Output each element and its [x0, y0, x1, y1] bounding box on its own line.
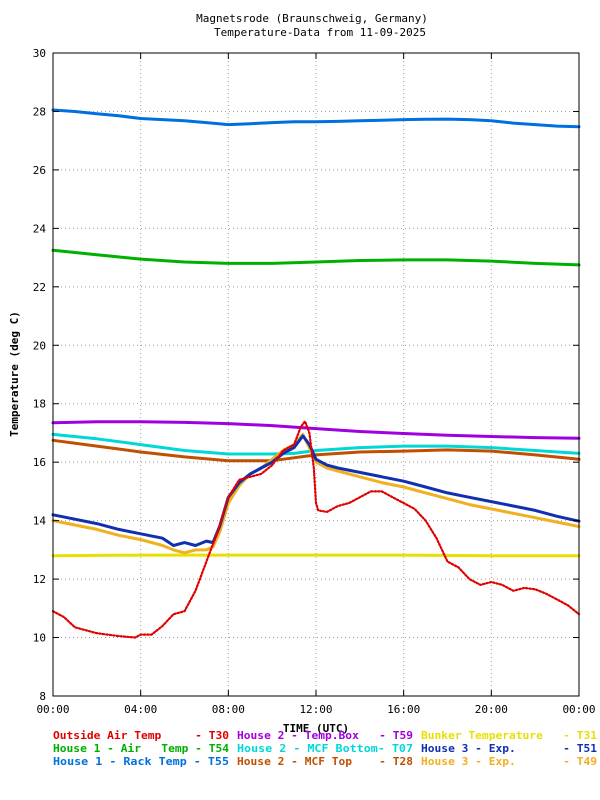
- chart-subtitle: Temperature-Data from 11-09-2025: [214, 26, 426, 39]
- y-axis-ticks: 8 10 12 14 16 18 20 22 24 26 28 30: [33, 47, 579, 703]
- legend-entry: Outside Air Temp - T30: [53, 729, 229, 742]
- x-tick-label: 08:00: [212, 703, 245, 716]
- legend: Outside Air Temp - T30 House 2 - Temp.Box…: [53, 729, 597, 768]
- y-tick-label: 20: [33, 339, 46, 352]
- y-tick-label: 8: [39, 690, 46, 703]
- y-tick-label: 30: [33, 47, 46, 60]
- legend-entry: House 1 - Rack Temp - T55: [53, 755, 229, 768]
- y-tick-label: 28: [33, 105, 46, 118]
- x-tick-label: 20:00: [475, 703, 508, 716]
- x-axis-label: TIME (UTC): [283, 722, 349, 735]
- x-axis-ticks: 00:00 04:00 08:00 12:00 16:00 20:00 00:00: [36, 53, 596, 716]
- y-tick-label: 22: [33, 281, 46, 294]
- legend-entry: House 2 - Temp.Box - T59: [237, 729, 413, 742]
- series-line-t59: [51, 420, 581, 440]
- series-line-t51: [51, 434, 581, 547]
- legend-entry: House 2 - MCF Bottom- T07: [237, 742, 413, 755]
- series-line-t30: [51, 420, 581, 639]
- legend-entry: House 1 - Air Temp - T54: [53, 742, 229, 755]
- x-tick-label: 12:00: [299, 703, 332, 716]
- series-line-t55: [51, 108, 581, 129]
- y-tick-label: 18: [33, 398, 46, 411]
- legend-entry: House 3 - Exp. - T51: [421, 742, 597, 755]
- series-group: [51, 108, 581, 639]
- series-line-t28: [51, 438, 581, 463]
- x-tick-label: 00:00: [36, 703, 69, 716]
- y-tick-label: 10: [33, 632, 46, 645]
- x-tick-label: 00:00: [562, 703, 595, 716]
- series-line-t31: [51, 553, 581, 558]
- series-line-t07: [51, 432, 581, 456]
- legend-entry: House 2 - MCF Top - T28: [237, 755, 413, 768]
- y-tick-label: 14: [33, 515, 47, 528]
- x-tick-label: 16:00: [387, 703, 420, 716]
- legend-entry: Bunker Temperature - T31: [421, 729, 597, 742]
- series-line-t54: [51, 248, 581, 267]
- y-tick-label: 26: [33, 164, 46, 177]
- y-tick-label: 24: [33, 222, 47, 235]
- chart-title: Magnetsrode (Braunschweig, Germany): [196, 12, 428, 25]
- legend-entry: House 3 - Exp. - T49: [421, 755, 597, 768]
- y-tick-label: 16: [33, 456, 46, 469]
- y-axis-label: Temperature (deg C): [8, 311, 21, 437]
- x-tick-label: 04:00: [124, 703, 157, 716]
- grid-lines: [53, 53, 579, 696]
- y-tick-label: 12: [33, 573, 46, 586]
